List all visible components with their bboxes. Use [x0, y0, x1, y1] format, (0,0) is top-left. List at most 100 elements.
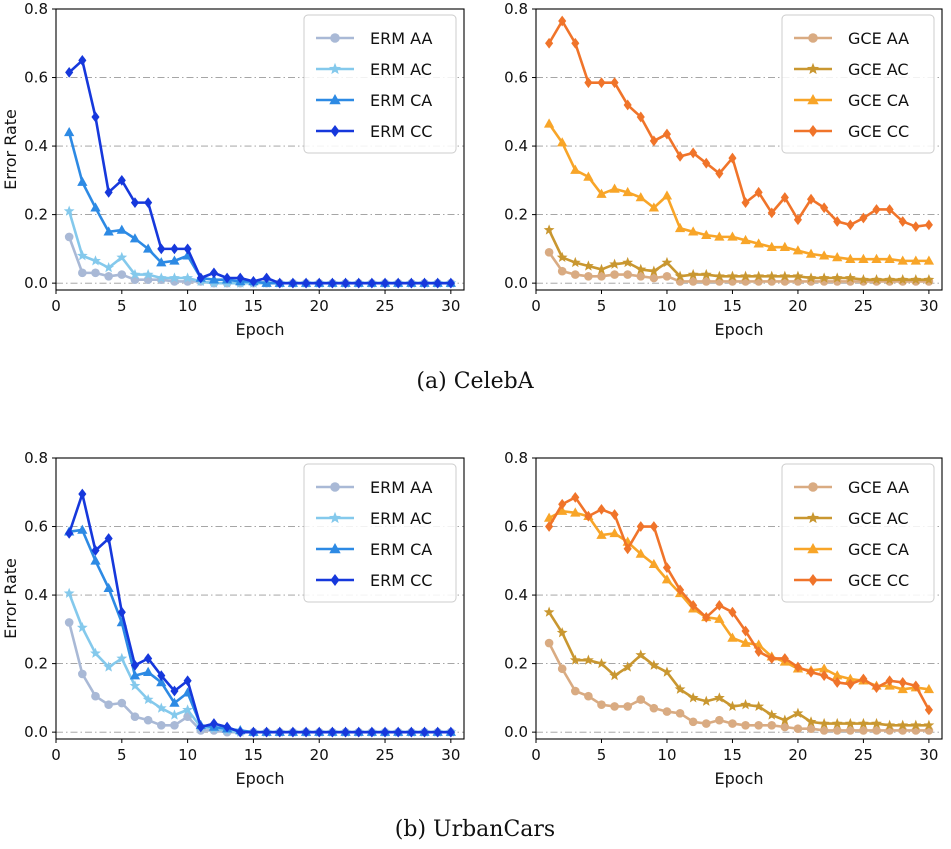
data-point — [700, 268, 712, 280]
data-point — [182, 272, 194, 283]
data-point — [674, 270, 686, 281]
legend-item: GCE CA — [794, 540, 909, 559]
x-axis-label: Epoch — [715, 320, 764, 339]
data-point — [740, 637, 751, 647]
data-point — [754, 646, 763, 658]
data-point — [715, 715, 724, 725]
data-point — [142, 268, 154, 280]
data-point — [609, 258, 620, 269]
data-point — [688, 226, 699, 236]
data-point — [583, 171, 594, 181]
data-point — [544, 247, 554, 257]
data-point — [596, 263, 607, 275]
data-point — [558, 498, 567, 510]
data-point — [169, 709, 180, 720]
data-point — [380, 277, 390, 289]
x-axis-label: Epoch — [236, 320, 285, 339]
y-tick-label: 0.2 — [504, 655, 528, 673]
data-point — [649, 135, 658, 147]
legend-marker — [329, 511, 341, 524]
data-point — [64, 618, 74, 627]
x-axis-label: Epoch — [236, 769, 285, 788]
data-point — [845, 673, 856, 683]
legend-label: ERM CA — [370, 91, 432, 110]
data-point — [806, 724, 816, 734]
data-point — [833, 677, 842, 688]
data-point — [209, 267, 218, 279]
y-tick-label: 0.8 — [504, 449, 528, 467]
legend-marker — [808, 125, 818, 137]
data-point — [648, 202, 660, 212]
data-point — [117, 698, 127, 708]
data-point — [844, 272, 856, 283]
data-point — [182, 704, 194, 715]
data-point — [740, 270, 751, 281]
data-point — [635, 548, 646, 558]
y-tick-label: 0.0 — [24, 274, 48, 292]
data-point — [103, 661, 115, 672]
data-point — [315, 726, 324, 738]
data-point — [446, 726, 455, 738]
data-point — [740, 234, 751, 245]
x-tick-label: 20 — [788, 297, 807, 315]
data-point — [858, 717, 869, 729]
data-point — [570, 507, 581, 517]
x-tick-label: 25 — [854, 746, 873, 764]
legend-label: GCE AA — [848, 478, 909, 497]
data-point — [689, 599, 698, 611]
data-point — [144, 653, 153, 664]
data-point — [648, 558, 660, 569]
series-gce-ac — [543, 224, 935, 285]
legend: GCE AA GCE AC GCE CA GCE CC — [781, 463, 935, 603]
data-point — [754, 720, 763, 730]
legend-marker — [807, 543, 819, 554]
data-point — [636, 521, 645, 532]
data-point — [104, 186, 113, 198]
data-point — [196, 721, 205, 733]
data-point — [687, 268, 699, 280]
legend-marker — [330, 482, 340, 492]
data-point — [741, 720, 750, 730]
data-point — [741, 625, 750, 637]
data-point — [884, 719, 896, 730]
data-point — [779, 714, 791, 725]
series-line — [67, 210, 451, 285]
data-point — [584, 77, 593, 89]
legend-item: ERM CA — [316, 91, 432, 110]
data-point — [884, 274, 896, 285]
data-point — [662, 128, 672, 140]
data-point — [341, 277, 350, 289]
data-point — [570, 164, 581, 174]
data-point — [596, 188, 607, 198]
data-point — [897, 683, 908, 694]
data-point — [91, 268, 100, 278]
series-gce-ac — [543, 606, 935, 730]
data-point — [90, 255, 101, 266]
data-point — [844, 717, 856, 729]
data-point — [701, 229, 712, 239]
data-point — [183, 675, 192, 687]
data-point — [805, 716, 817, 727]
data-point — [728, 606, 737, 618]
x-tick-label: 0 — [51, 746, 61, 764]
plot-frame — [535, 457, 943, 740]
data-point — [610, 509, 619, 520]
data-point — [610, 270, 619, 279]
legend-label: ERM AA — [370, 478, 433, 497]
data-point — [156, 677, 167, 687]
plot-frame — [535, 8, 943, 291]
data-point — [169, 255, 180, 265]
data-point — [328, 726, 337, 738]
data-point — [859, 212, 868, 224]
data-point — [262, 272, 271, 284]
data-point — [740, 699, 751, 710]
data-point — [597, 504, 606, 515]
legend-box — [781, 14, 935, 154]
y-tick-label: 0.6 — [24, 69, 48, 87]
data-point — [116, 652, 128, 664]
data-point — [674, 683, 686, 694]
data-point — [65, 527, 74, 539]
data-point — [780, 722, 790, 732]
legend-item: ERM AA — [316, 29, 433, 48]
